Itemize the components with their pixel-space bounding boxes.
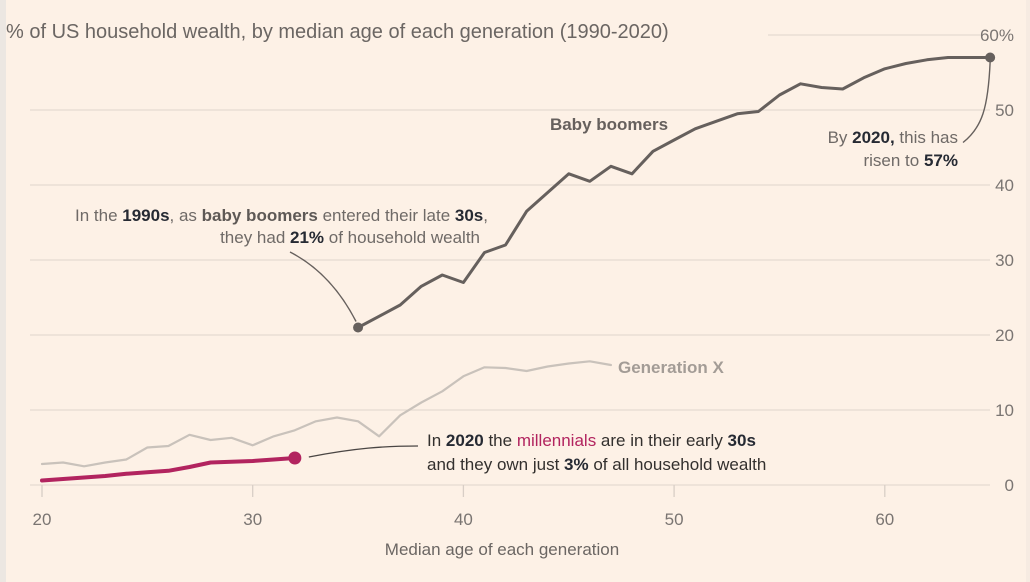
x-axis: 20 30 40 50 60 [33,485,894,529]
y-tick-label: 60% [980,26,1014,45]
left-border [0,0,6,582]
baby-boomers-endpoint-marker [353,322,364,333]
annotation-1990s-connector [289,251,357,322]
baby-boomers-line [356,56,992,329]
annotation-fragment: 2020, [852,128,895,147]
annotation-fragment: they had [220,228,290,247]
annotation-fragment: entered their late [318,206,455,225]
x-tick-label: 50 [665,510,684,529]
y-tick-label: 50 [995,101,1014,120]
annotation-fragment: 57% [924,151,958,170]
series [40,52,996,483]
annotation-fragment: 30s [455,206,483,225]
x-axis-label: Median age of each generation [385,540,619,559]
annotation-fragment: 30s [728,431,756,450]
generation-x-line [40,360,612,468]
y-axis: 0 10 20 30 40 50 60% [980,26,1014,495]
y-tick-label: 10 [995,401,1014,420]
annotation-fragment: are in their early [596,431,727,450]
generation-x-label: Generation X [618,358,724,377]
annotation-1990s-line2: they had 21% of household wealth [220,228,480,247]
annotation-fragment: millennials [517,431,596,450]
annotation-fragment: the [484,431,517,450]
y-tick-label: 40 [995,176,1014,195]
annotation-fragment: , [483,206,488,225]
y-tick-label: 30 [995,251,1014,270]
annotation-fragment: of household wealth [324,228,480,247]
annotation-fragment: of all household wealth [589,455,767,474]
annotation-millennials-line1: In 2020 the millennials are in their ear… [427,431,756,450]
annotation-fragment: 3% [564,455,589,474]
baby-boomers-label: Baby boomers [550,115,668,134]
millennials-endpoint-marker [288,451,302,465]
annotation-2020-connector [962,61,991,144]
annotations: Baby boomers Generation X In the 1990s, as… [75,61,991,474]
annotation-fragment: 2020 [446,431,484,450]
chart-title: % of US household wealth, by median age … [6,21,669,43]
annotation-2020-line2: risen to 57% [863,151,958,170]
millennials-line [40,456,297,483]
annotation-fragment: 21% [290,228,324,247]
x-tick-label: 60 [875,510,894,529]
annotation-1990s-line1: In the 1990s, as baby boomers entered th… [75,206,488,225]
annotation-2020-line1: By 2020, this has [828,128,958,147]
annotation-fragment: risen to [863,151,923,170]
annotation-fragment: 1990s [122,206,169,225]
x-tick-label: 20 [33,510,52,529]
annotation-fragment: In the [75,206,122,225]
x-tick-label: 40 [454,510,473,529]
y-tick-label: 0 [1005,476,1014,495]
annotation-fragment: and they own just [427,455,564,474]
annotation-fragment: baby boomers [202,206,318,225]
annotation-fragment: , as [170,206,202,225]
gridlines [30,34,990,486]
annotation-fragment: In [427,431,446,450]
baby-boomers-endpoint-marker [985,52,996,63]
right-border [1026,0,1030,582]
annotation-millennials-connector [308,445,419,458]
y-tick-label: 20 [995,326,1014,345]
x-tick-label: 30 [243,510,262,529]
annotation-fragment: By [828,128,853,147]
annotation-millennials-line2: and they own just 3% of all household we… [427,455,766,474]
annotation-fragment: this has [895,128,958,147]
